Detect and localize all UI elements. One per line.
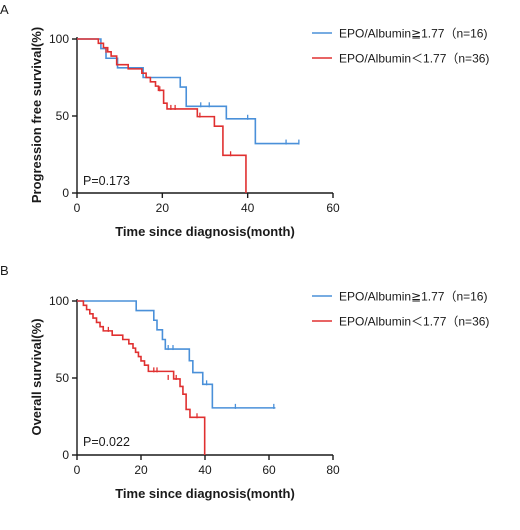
panel-a: A Progression free survival(%) Time sinc… (0, 2, 489, 239)
panel-a-x-tick-label: 40 (241, 201, 255, 215)
panel-a-x-axis-title: Time since diagnosis(month) (115, 224, 295, 239)
panel-b-legend-label-low: EPO/Albumin＜1.77（n=36) (339, 315, 489, 329)
panel-b-series-high-line (77, 300, 276, 409)
panel-b-x-axis-title: Time since diagnosis(month) (115, 486, 295, 501)
panel-a-y-tick-label: 100 (49, 32, 69, 46)
panel-b-p-value: P=0.022 (83, 435, 130, 449)
panel-b: B Overall survival(%) Time since diagnos… (0, 263, 489, 501)
panel-a-series-high-line (77, 38, 299, 145)
panel-a-y-tick-label: 0 (62, 186, 69, 200)
panel-a-plot-area: 0 50 100 0 20 40 60 (49, 32, 340, 215)
panel-a-letter: A (0, 2, 9, 17)
panel-a-x-tick-label: 0 (74, 201, 81, 215)
panel-b-letter: B (0, 263, 9, 278)
panel-b-x-tick-label: 80 (326, 463, 340, 477)
panel-b-y-tick-label: 100 (49, 294, 69, 308)
panel-a-legend-label-low: EPO/Albumin＜1.77（n=36) (339, 52, 489, 66)
panel-a-y-tick-label: 50 (56, 109, 70, 123)
panel-a-legend-label-high: EPO/Albumin≧1.77（n=16) (339, 27, 487, 41)
panel-b-series-low-line (77, 300, 206, 455)
panel-a-x-tick-label: 60 (326, 201, 340, 215)
panel-a-p-value: P=0.173 (83, 174, 130, 188)
panel-a-y-axis-title: Progression free survival(%) (29, 27, 44, 203)
panel-b-legend-label-high: EPO/Albumin≧1.77（n=16) (339, 290, 487, 304)
panel-b-legend: EPO/Albumin≧1.77（n=16) EPO/Albumin＜1.77（… (312, 290, 489, 329)
panel-b-plot-area: 0 50 100 0 20 40 60 80 (49, 294, 340, 477)
panel-b-x-tick-label: 40 (198, 463, 212, 477)
panel-b-x-tick-label: 0 (74, 463, 81, 477)
panel-b-x-tick-label: 60 (262, 463, 276, 477)
panel-a-x-tick-label: 20 (156, 201, 170, 215)
panel-b-x-tick-label: 20 (134, 463, 148, 477)
panel-a-series-low-line (77, 38, 247, 193)
panel-a-legend: EPO/Albumin≧1.77（n=16) EPO/Albumin＜1.77（… (312, 27, 489, 66)
panel-b-y-tick-label: 0 (62, 448, 69, 462)
panel-b-y-axis-title: Overall survival(%) (29, 318, 44, 435)
panel-b-y-tick-label: 50 (56, 371, 70, 385)
